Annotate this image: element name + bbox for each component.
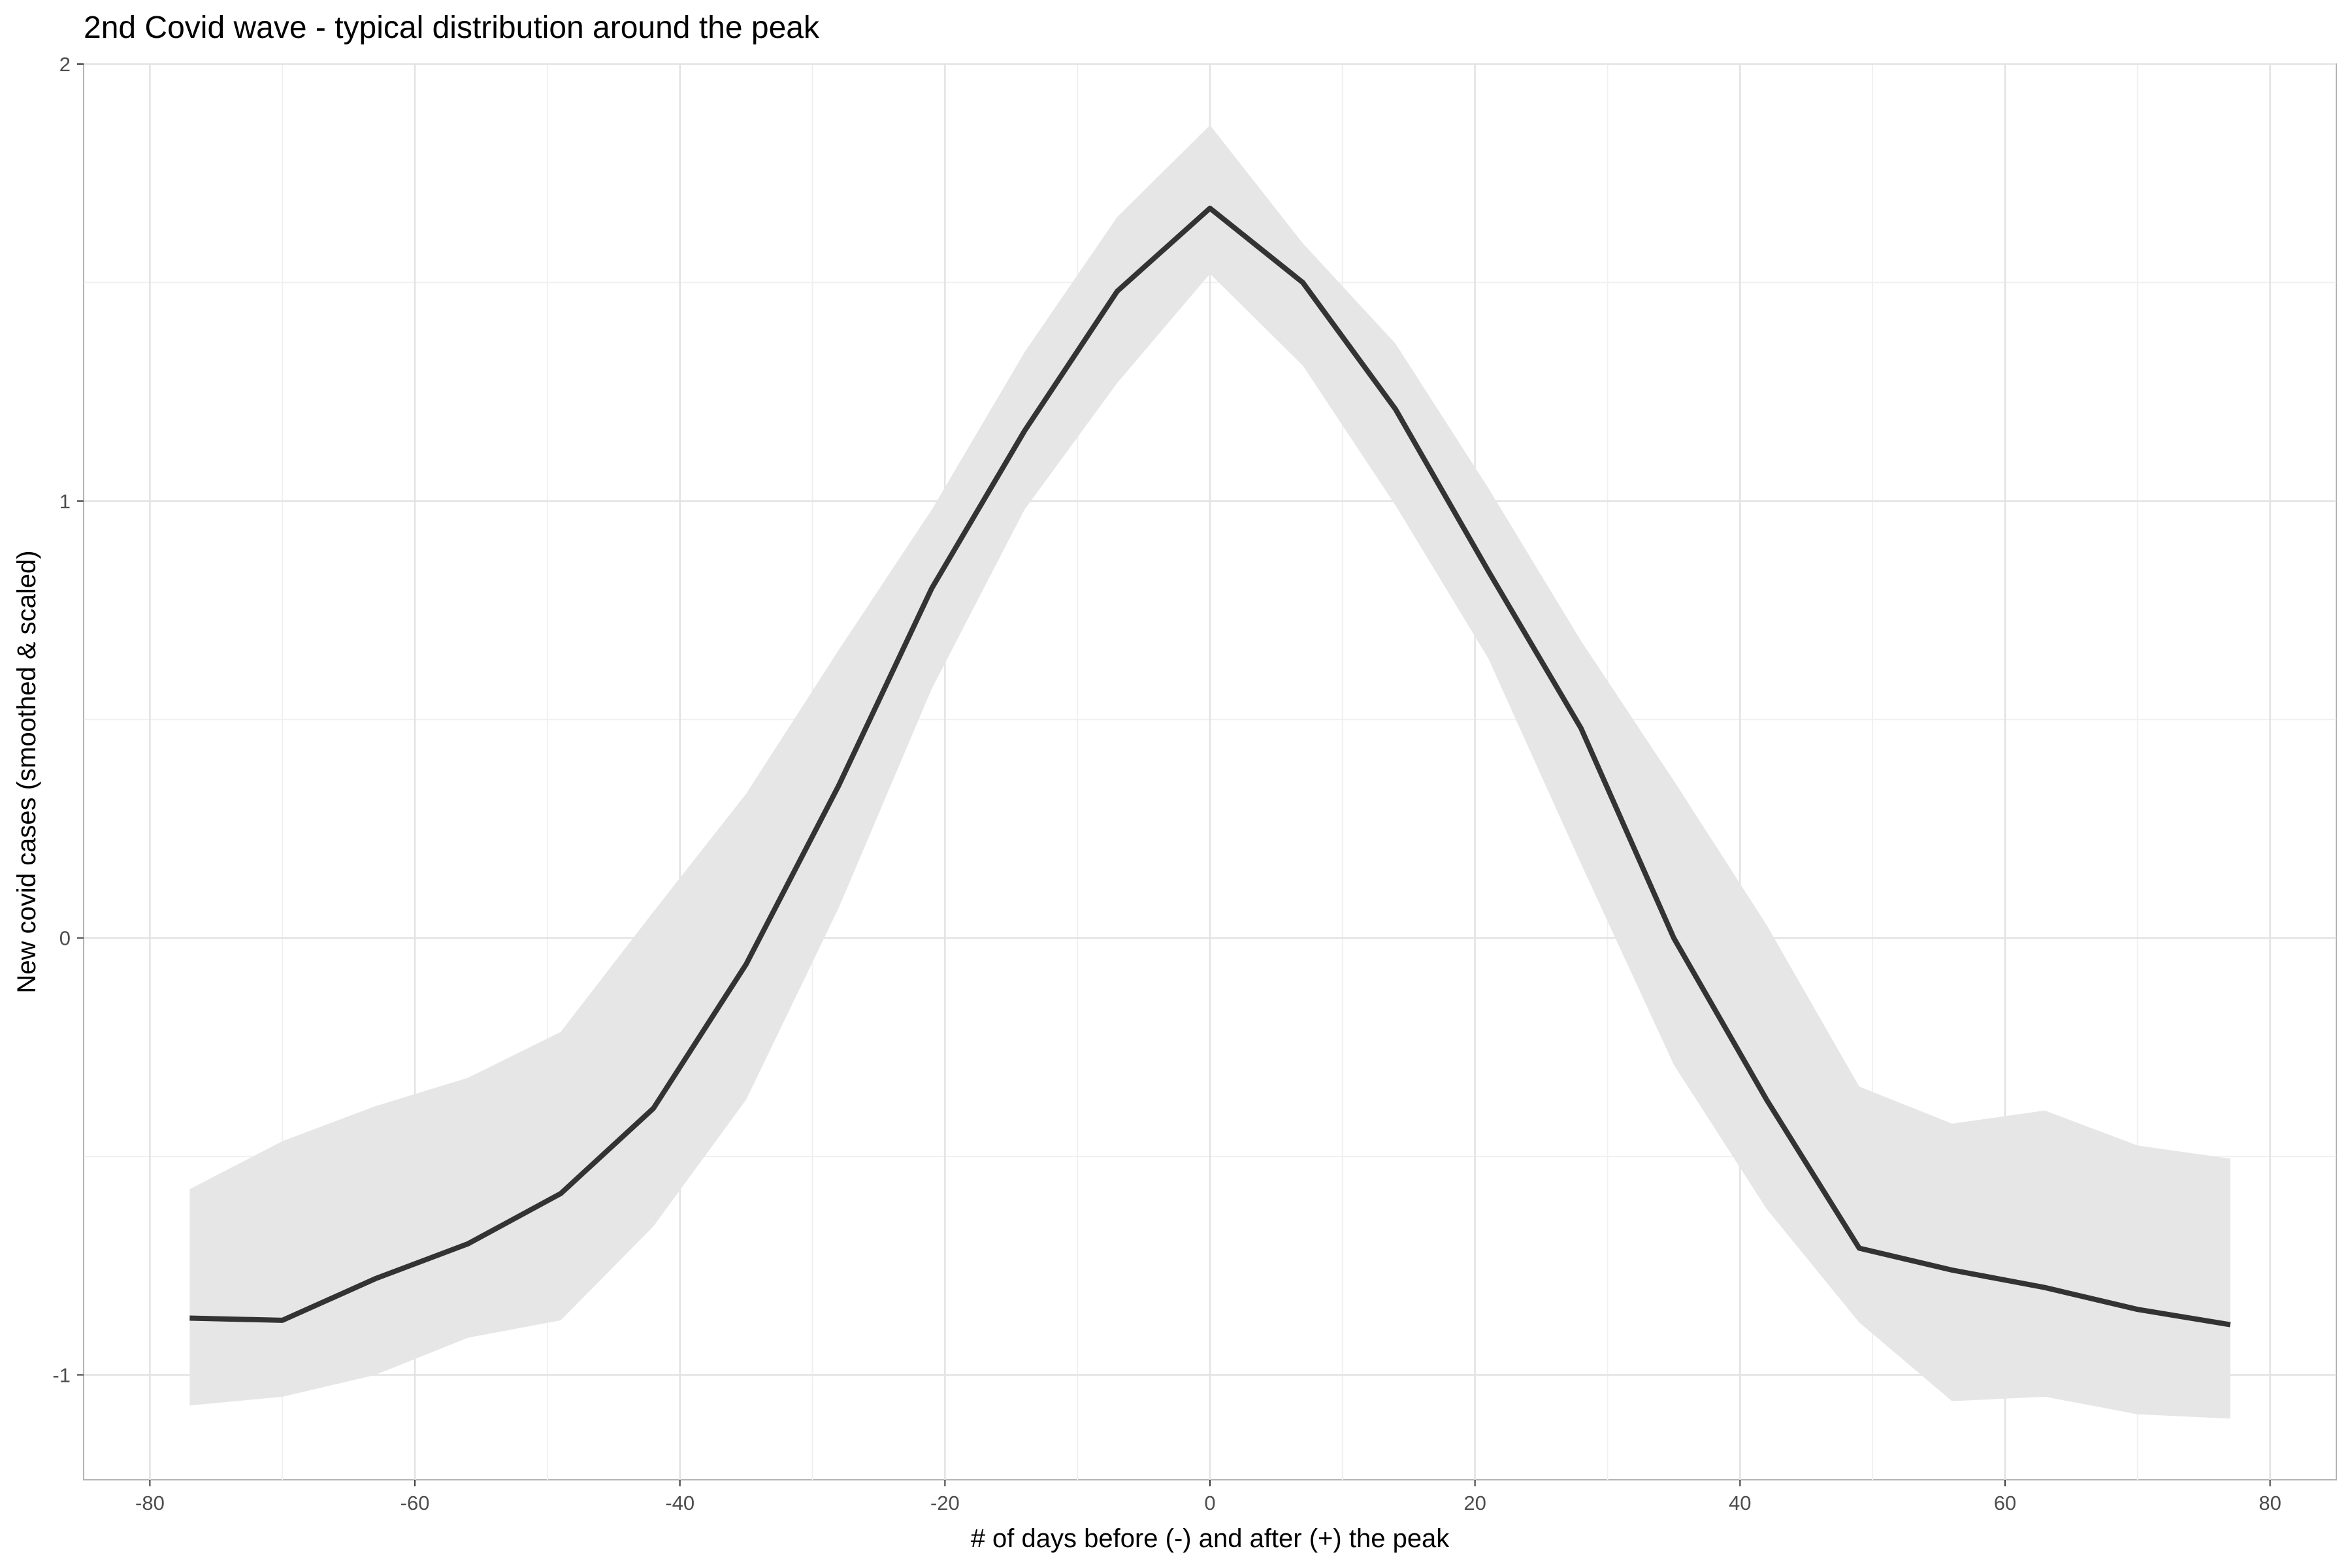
x-tick-label: -60 (400, 1492, 430, 1514)
y-tick-label: -1 (52, 1364, 71, 1386)
confidence-band (189, 125, 2230, 1419)
x-tick-label: 60 (1994, 1492, 2016, 1514)
major-gridlines (84, 63, 2336, 1480)
series-line (189, 205, 2231, 1328)
x-tick-label: -40 (665, 1492, 694, 1514)
x-tick-label: -20 (930, 1492, 960, 1514)
x-axis-ticks: -80 -60 -40 -20 0 20 40 60 80 (135, 1480, 2281, 1514)
x-tick-label: 40 (1729, 1492, 1751, 1514)
x-axis-title: # of days before (-) and after (+) the p… (971, 1524, 1450, 1553)
y-axis-ticks: -1 0 1 2 (52, 53, 84, 1386)
x-tick-label: 20 (1463, 1492, 1486, 1514)
x-tick-label: 0 (1204, 1492, 1215, 1514)
y-tick-label: 0 (59, 927, 71, 950)
y-tick-label: 2 (59, 53, 71, 76)
y-tick-label: 1 (59, 490, 71, 513)
chart-title: 2nd Covid wave - typical distribution ar… (84, 10, 820, 45)
x-tick-label: -80 (135, 1492, 165, 1514)
x-tick-label: 80 (2259, 1492, 2281, 1514)
y-axis-title: New covid cases (smoothed & scaled) (12, 550, 41, 993)
